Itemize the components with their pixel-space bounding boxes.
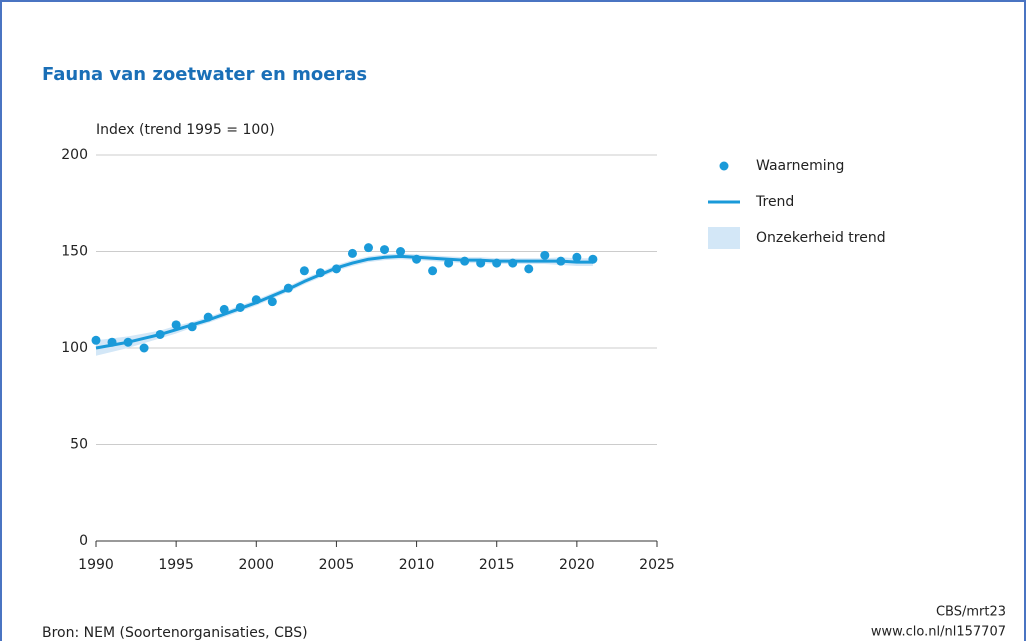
credit: CBS/mrt23	[936, 605, 1006, 620]
observation	[187, 322, 197, 332]
observation	[492, 258, 502, 268]
observation	[315, 268, 325, 278]
observation	[203, 312, 213, 322]
x-tick-label: 2005	[319, 557, 355, 573]
legend-label: Waarneming	[756, 158, 844, 174]
observation	[347, 248, 357, 258]
y-tick-label: 50	[70, 437, 88, 453]
legend-label: Trend	[755, 194, 794, 210]
observation	[299, 266, 309, 276]
observation	[572, 252, 582, 262]
observation	[476, 258, 486, 268]
observation	[139, 343, 149, 353]
legend-marker	[719, 161, 729, 171]
x-tick-label: 1990	[78, 557, 114, 573]
observation	[556, 256, 566, 266]
legend-label: Onzekerheid trend	[756, 230, 886, 246]
observation	[444, 258, 454, 268]
chart-title: Fauna van zoetwater en moeras	[42, 64, 367, 85]
url: www.clo.nl/nl157707	[871, 625, 1006, 640]
y-tick-label: 0	[79, 533, 88, 549]
x-tick-label: 2020	[559, 557, 595, 573]
observation	[251, 295, 261, 305]
uncertainty-band	[96, 253, 593, 356]
observation	[219, 304, 229, 314]
y-tick-label: 150	[61, 244, 88, 260]
observation	[363, 243, 373, 253]
observation	[508, 258, 518, 268]
x-tick-label: 2015	[479, 557, 515, 573]
x-tick-label: 2010	[399, 557, 435, 573]
observation	[235, 302, 245, 312]
observation	[171, 320, 181, 330]
x-tick-label: 1995	[158, 557, 194, 573]
observation	[91, 335, 101, 345]
observation	[123, 337, 133, 347]
observation	[396, 247, 406, 256]
observation	[331, 264, 341, 274]
observation	[540, 250, 550, 260]
observation	[107, 337, 117, 347]
observation	[412, 254, 422, 264]
observation	[524, 264, 534, 274]
observation	[155, 329, 165, 339]
observation	[428, 266, 438, 276]
y-axis-label: Index (trend 1995 = 100)	[96, 122, 275, 138]
observation	[460, 256, 470, 266]
y-tick-label: 200	[61, 147, 88, 163]
observation	[588, 254, 598, 264]
observation	[283, 283, 293, 293]
legend-swatch	[708, 227, 740, 249]
x-tick-label: 2000	[238, 557, 274, 573]
observation	[380, 245, 390, 255]
source: Bron: NEM (Soortenorganisaties, CBS)	[42, 625, 308, 641]
observation	[267, 297, 277, 307]
y-tick-label: 100	[61, 340, 88, 356]
x-tick-label: 2025	[639, 557, 675, 573]
